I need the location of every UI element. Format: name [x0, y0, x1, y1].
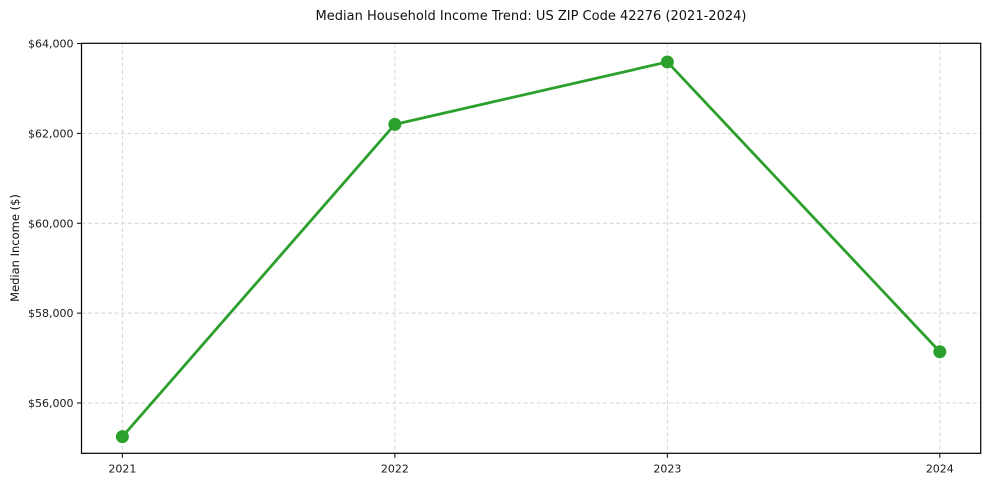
y-tick-label: $64,000 — [28, 38, 74, 51]
trend-line — [120, 60, 942, 439]
chart-title: Median Household Income Trend: US ZIP Co… — [315, 9, 747, 24]
x-tick-label: 2023 — [653, 462, 681, 475]
x-tick-label: 2024 — [926, 462, 954, 475]
data-point-marker — [933, 345, 947, 359]
y-tick-label: $56,000 — [28, 397, 74, 410]
x-tick-label: 2022 — [381, 462, 409, 475]
x-tick-label: 2021 — [108, 462, 136, 475]
y-tick-label: $60,000 — [28, 217, 74, 230]
plot-border — [80, 42, 982, 454]
y-tick-label: $58,000 — [28, 307, 74, 320]
y-tick-label: $62,000 — [28, 127, 74, 140]
data-point-marker — [660, 55, 674, 69]
data-point-marker — [115, 430, 129, 444]
data-point-marker — [388, 117, 402, 131]
